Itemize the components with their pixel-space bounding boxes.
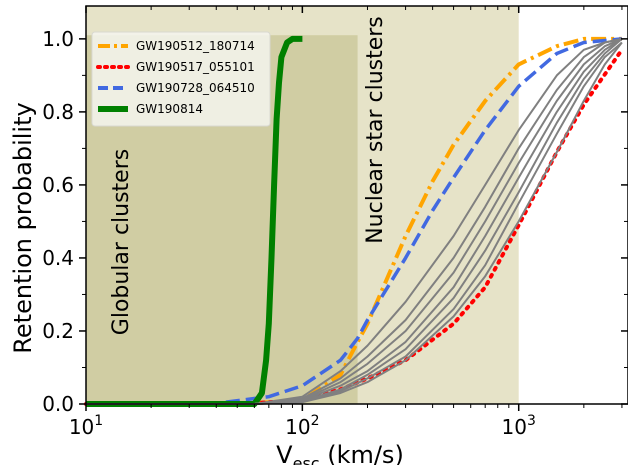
series-line-10 <box>86 41 623 405</box>
plot-frame <box>85 5 628 405</box>
series-line-3 <box>86 35 303 407</box>
legend-frame <box>91 31 271 127</box>
y-tick-label: 0.0 <box>42 392 74 416</box>
legend-label: GW190512_180714 <box>136 39 255 53</box>
legend-label: GW190814 <box>136 102 203 116</box>
y-tick-label: 0.2 <box>42 319 74 343</box>
legend: GW190512_180714 GW190517_055101 GW190728_0… <box>91 31 271 127</box>
legend-label: GW190728_064510 <box>136 81 255 95</box>
axes: 0.0 0.2 0.4 0.6 0.8 1.0 101 102 103 <box>42 5 628 439</box>
series-lines <box>84 35 624 407</box>
region-label-1: Globular clusters <box>109 149 134 335</box>
y-tick-label: 0.4 <box>42 246 74 270</box>
series-line-2 <box>85 37 623 406</box>
x-tick-label: 101 <box>69 413 103 439</box>
y-axis-label: Retention probability <box>9 102 37 353</box>
x-axis-label: Vesc (km/s) <box>276 441 404 465</box>
y-tick-label: 0.8 <box>42 100 74 124</box>
region-labels: Nuclear star clusters Globular clusters <box>109 16 388 335</box>
x-tick-label: 103 <box>502 413 536 439</box>
region-label-0: Nuclear star clusters <box>363 16 388 244</box>
x-tick-label: 102 <box>285 413 319 439</box>
y-tick-label: 1.0 <box>42 27 74 51</box>
y-tick-label: 0.6 <box>42 173 74 197</box>
legend-label: GW190517_055101 <box>136 60 255 74</box>
series-line-4 <box>86 37 623 405</box>
